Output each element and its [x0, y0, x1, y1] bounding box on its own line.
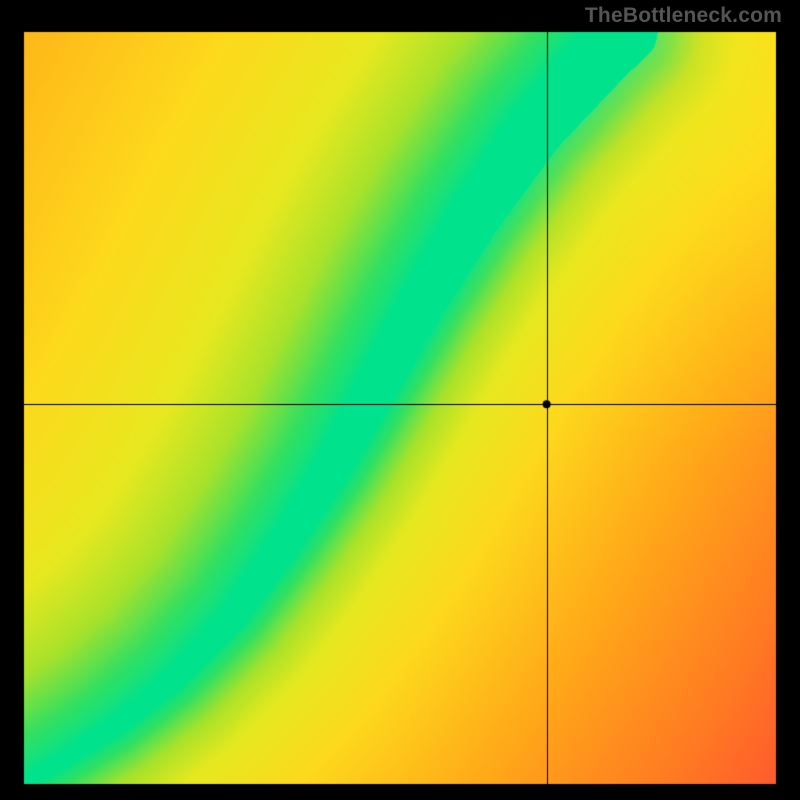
bottleneck-heatmap-canvas [0, 0, 800, 800]
watermark-text: TheBottleneck.com [585, 4, 782, 28]
stage: TheBottleneck.com [0, 0, 800, 800]
